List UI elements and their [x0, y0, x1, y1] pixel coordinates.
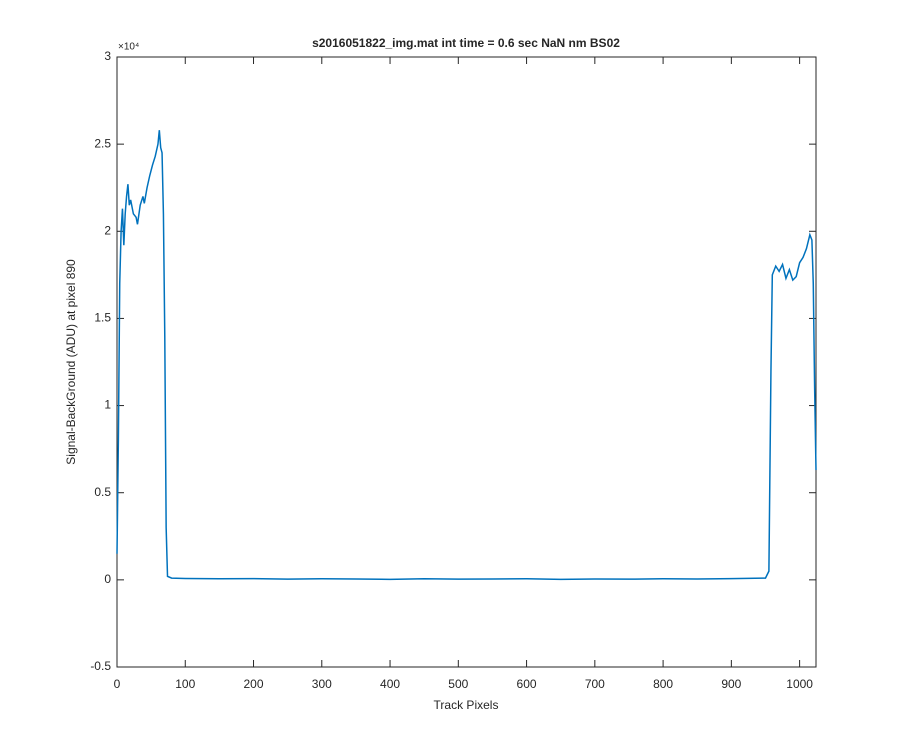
x-tick-label: 400	[380, 677, 400, 691]
y-tick-label: -0.5	[90, 659, 111, 673]
y-tick-label: 2	[104, 223, 111, 237]
x-axis-label: Track Pixels	[434, 698, 499, 712]
plot-box	[116, 56, 817, 668]
y-tick-label: 0.5	[94, 485, 111, 499]
data-line	[116, 130, 817, 581]
chart-title: s2016051822_img.mat int time = 0.6 sec N…	[312, 36, 620, 50]
x-tick-label: 800	[653, 677, 673, 691]
x-tick-label: 500	[448, 677, 468, 691]
y-tick-label: 3	[104, 49, 111, 63]
x-tick-label: 900	[721, 677, 741, 691]
y-exponent: ×10⁴	[118, 42, 139, 53]
x-tick-label: 300	[312, 677, 332, 691]
x-tick-label: 0	[114, 677, 121, 691]
x-tick-label: 600	[517, 677, 537, 691]
x-tick-label: 200	[244, 677, 264, 691]
x-tick-label: 1000	[786, 677, 813, 691]
x-tick-label: 100	[175, 677, 195, 691]
y-tick-label: 1.5	[94, 311, 111, 325]
y-tick-label: 0	[104, 572, 111, 586]
y-tick-label: 2.5	[94, 136, 111, 150]
y-axis-label: Signal-BackGround (ADU) at pixel 890	[64, 259, 78, 465]
x-tick-label: 700	[585, 677, 605, 691]
y-tick-label: 1	[104, 398, 111, 412]
